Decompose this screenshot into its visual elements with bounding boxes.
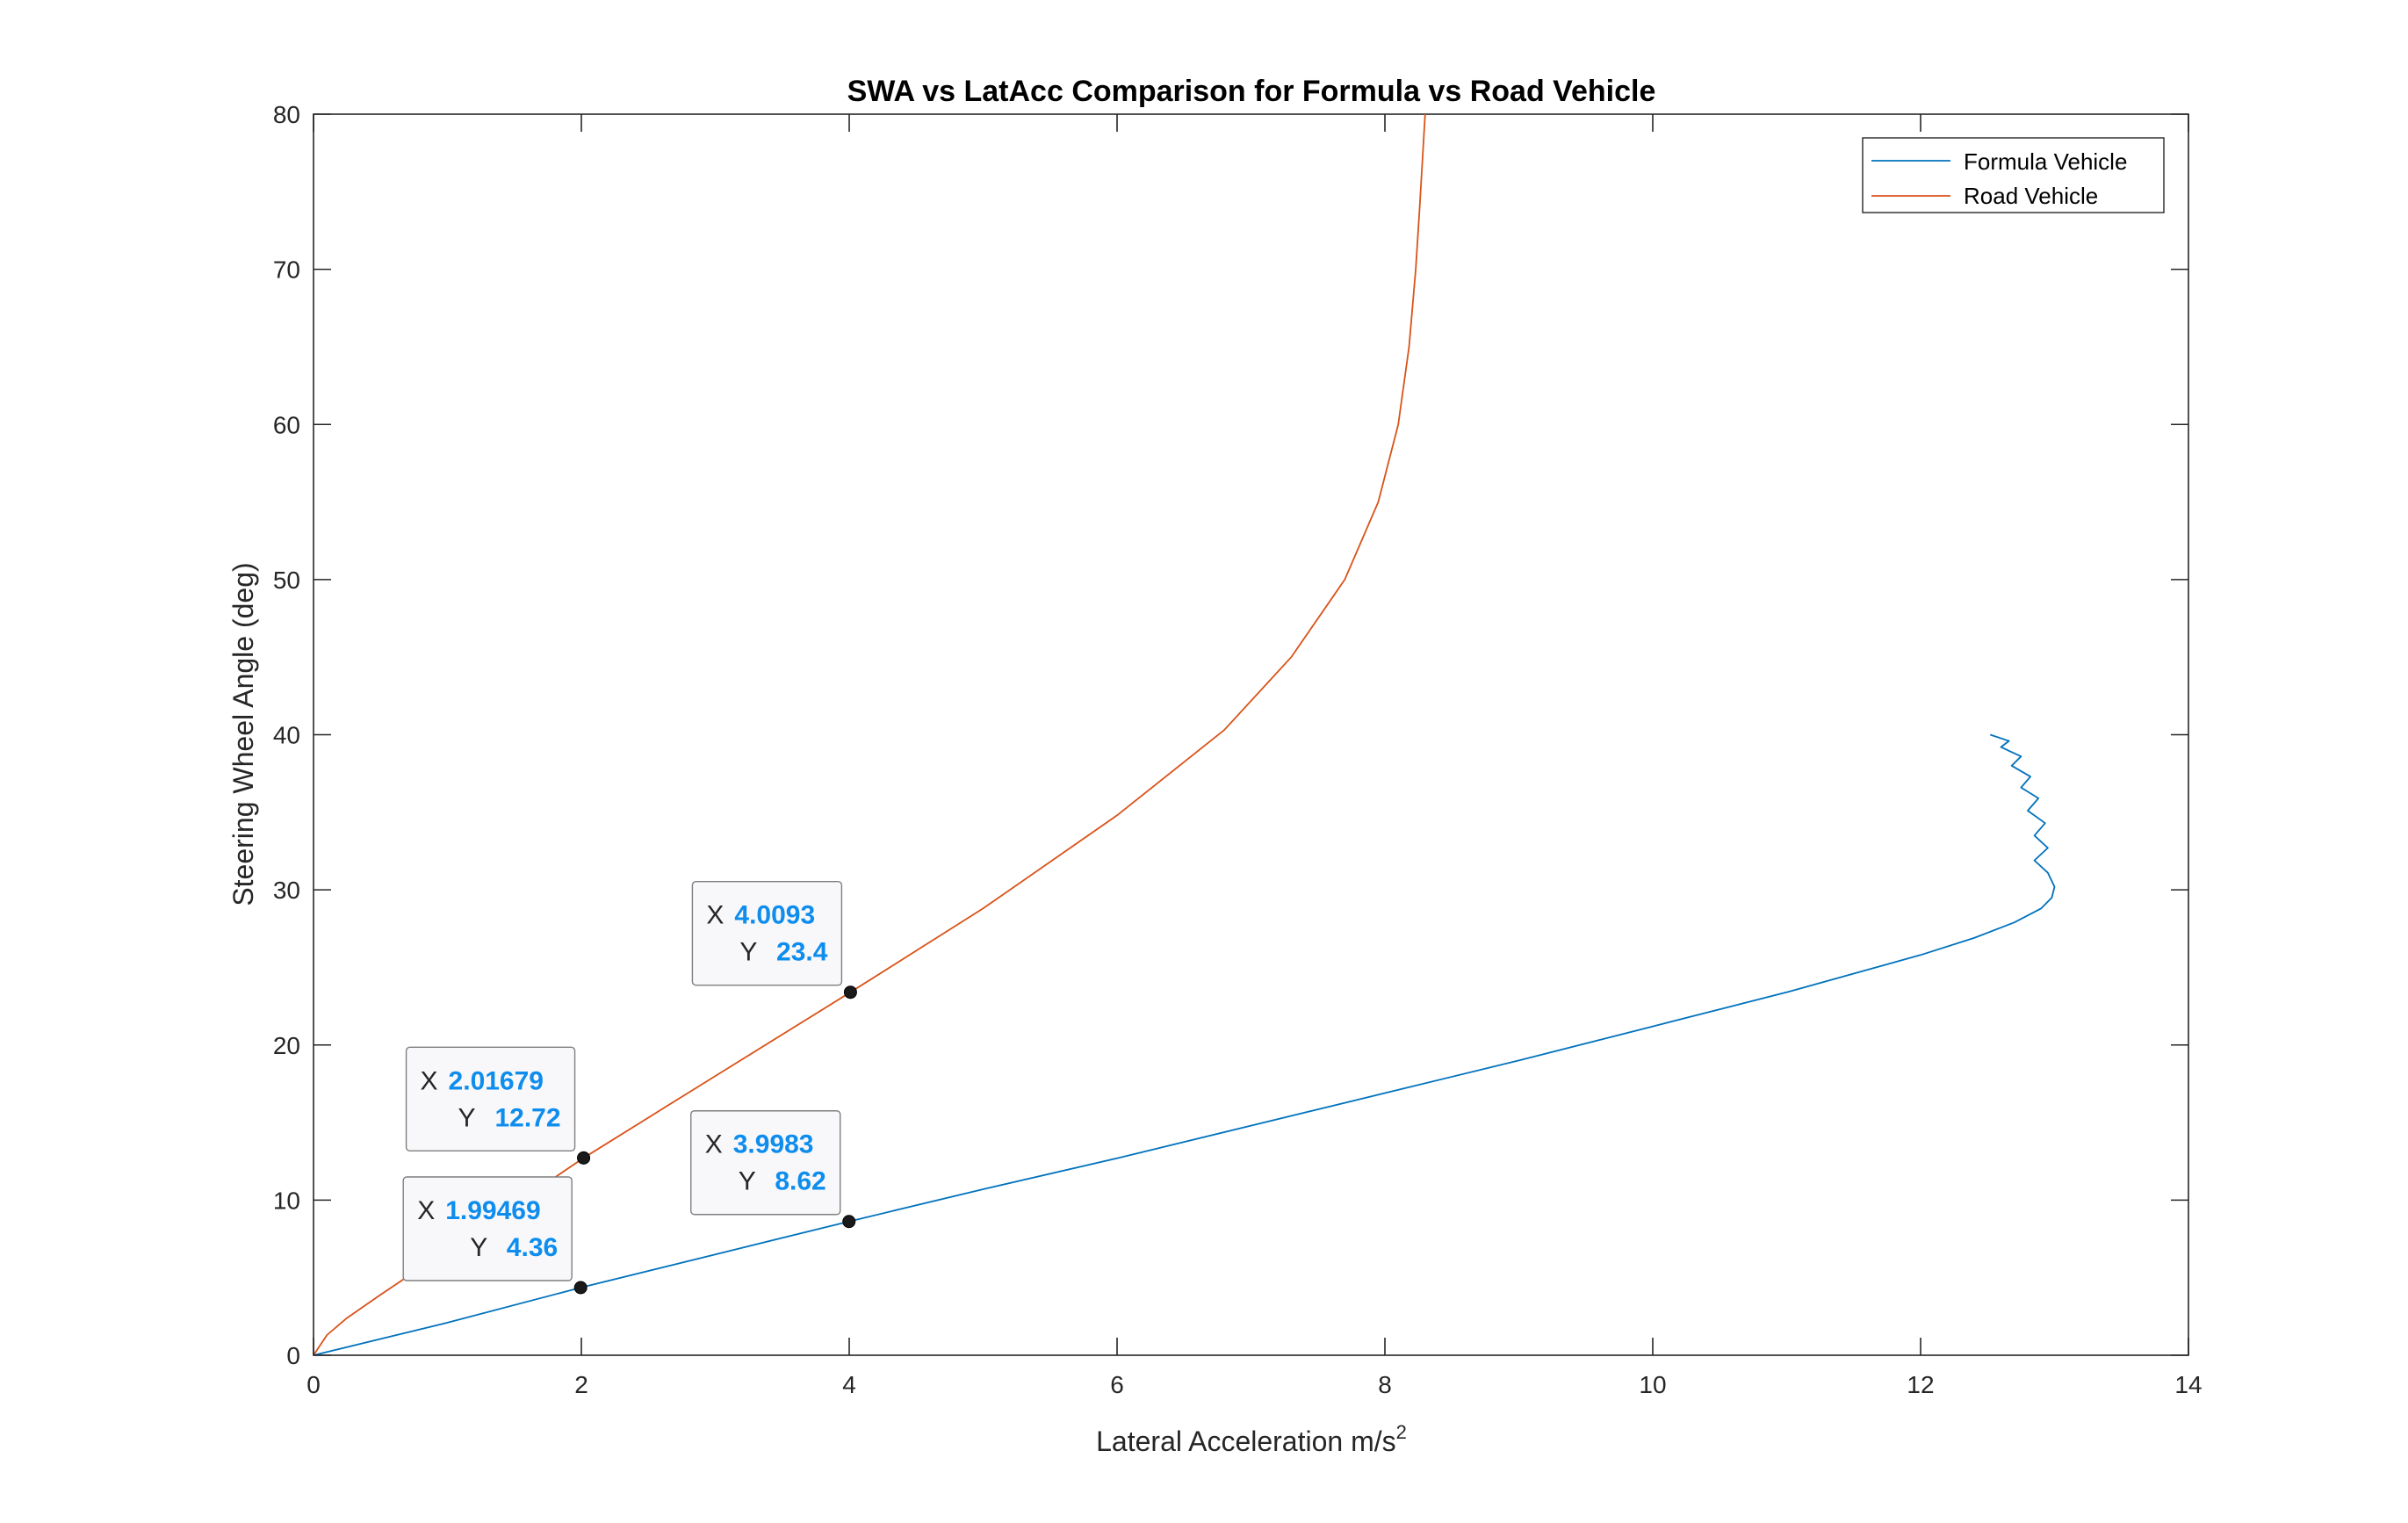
x-axis-label: Lateral Acceleration m/s2 bbox=[1096, 1421, 1407, 1457]
datatip-box bbox=[690, 1110, 841, 1216]
datatip[interactable]: X 2.01679 Y 12.72 bbox=[405, 1046, 591, 1165]
y-tick-label: 40 bbox=[273, 722, 300, 749]
plot-area: 0 2 4 6 8 10 12 14 0 10 20 30 40 50 60 70 80 X 1.99469 Y 4.… bbox=[273, 101, 2203, 1398]
x-tick-label: 14 bbox=[2174, 1371, 2202, 1398]
series-line-road-vehicle bbox=[313, 113, 1426, 1356]
datatip-y-value: 8.62 bbox=[775, 1167, 825, 1196]
axes-box bbox=[313, 113, 2189, 1356]
datatip-box bbox=[405, 1046, 576, 1152]
y-tick-label: 50 bbox=[273, 567, 300, 594]
y-tick-label: 80 bbox=[273, 101, 300, 128]
x-tick-label: 2 bbox=[574, 1371, 588, 1398]
x-tick-label: 8 bbox=[1378, 1371, 1392, 1398]
x-tick-label: 4 bbox=[842, 1371, 856, 1398]
y-tick-label: 30 bbox=[273, 877, 300, 904]
legend-label-formula-vehicle: Formula Vehicle bbox=[1964, 148, 2127, 175]
datatip-box bbox=[402, 1176, 573, 1281]
x-axis-label-superscript: 2 bbox=[1396, 1421, 1407, 1443]
y-tick-label: 60 bbox=[273, 411, 300, 438]
datatip-y-key: Y bbox=[458, 1103, 476, 1132]
datatip-x-value: 3.9983 bbox=[733, 1130, 814, 1159]
ticks-layer: 0 2 4 6 8 10 12 14 0 10 20 30 40 50 60 70 80 bbox=[273, 101, 2203, 1398]
datatip-y-key: Y bbox=[739, 1167, 756, 1196]
y-tick-label: 20 bbox=[273, 1032, 300, 1059]
y-tick-label: 10 bbox=[273, 1187, 300, 1214]
datatip-marker[interactable] bbox=[842, 1215, 856, 1229]
y-tick-label: 70 bbox=[273, 256, 300, 284]
datatip-x-value: 1.99469 bbox=[445, 1196, 540, 1225]
series-line-formula-vehicle bbox=[313, 733, 2056, 1356]
datatip-x-value: 4.0093 bbox=[734, 901, 815, 930]
chart-title: SWA vs LatAcc Comparison for Formula vs … bbox=[847, 75, 1656, 108]
x-tick-label: 12 bbox=[1907, 1371, 1934, 1398]
datatip-x-value: 2.01679 bbox=[449, 1066, 544, 1095]
x-axis-label-text: Lateral Acceleration m/s bbox=[1096, 1426, 1396, 1457]
y-axis-label: Steering Wheel Angle (deg) bbox=[227, 562, 259, 906]
legend[interactable]: Formula Vehicle Road Vehicle bbox=[1862, 137, 2165, 213]
y-tick-label: 0 bbox=[286, 1342, 300, 1369]
datatip-x-key: X bbox=[706, 901, 724, 930]
datatip-box bbox=[691, 880, 843, 986]
datatip[interactable]: X 1.99469 Y 4.36 bbox=[402, 1176, 588, 1295]
datatip-y-value: 4.36 bbox=[507, 1233, 558, 1262]
datatip[interactable]: X 4.0093 Y 23.4 bbox=[691, 880, 857, 1000]
series-layer bbox=[313, 113, 2056, 1356]
legend-label-road-vehicle: Road Vehicle bbox=[1964, 183, 2098, 209]
datatip-y-key: Y bbox=[470, 1233, 487, 1262]
datatip-y-value: 12.72 bbox=[494, 1103, 560, 1132]
datatip-marker[interactable] bbox=[577, 1151, 591, 1165]
datatip-y-key: Y bbox=[739, 938, 757, 967]
datatip-y-value: 23.4 bbox=[776, 938, 828, 967]
datatip[interactable]: X 3.9983 Y 8.62 bbox=[690, 1110, 856, 1229]
x-tick-label: 6 bbox=[1110, 1371, 1124, 1398]
datatip-marker[interactable] bbox=[573, 1281, 588, 1295]
datatip-marker[interactable] bbox=[843, 985, 857, 1000]
x-tick-label: 10 bbox=[1639, 1371, 1666, 1398]
x-tick-label: 0 bbox=[306, 1371, 321, 1398]
legend-box bbox=[1862, 137, 2165, 213]
datatip-x-key: X bbox=[417, 1196, 435, 1225]
datatip-x-key: X bbox=[705, 1130, 723, 1159]
datatip-x-key: X bbox=[421, 1066, 438, 1095]
